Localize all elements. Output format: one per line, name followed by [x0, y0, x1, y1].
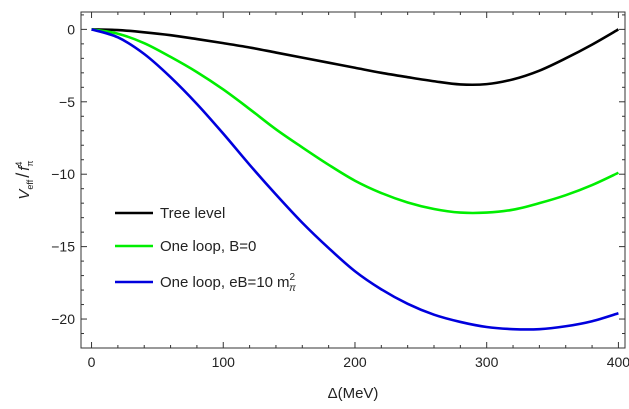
- y-tick-label: 0: [67, 21, 75, 37]
- legend-label-1: Tree level: [160, 205, 225, 222]
- series-line-3: [91, 28, 619, 331]
- y-axis-title-denom-sub: π: [25, 160, 35, 166]
- x-tick-label: 200: [343, 354, 367, 370]
- legend-label-3: One loop, eB=10 m2 π: [160, 272, 296, 294]
- series-line-2: [91, 28, 619, 215]
- y-axis-title-main-sub: eff: [25, 179, 35, 189]
- plot-frame: [80, 11, 626, 349]
- svg-text:Veff/f4π: Veff/ f4π: [13, 160, 35, 199]
- legend: Tree level One loop, B=0 One loop, eB=10 m2…: [115, 205, 296, 294]
- y-axis-title-denom: f: [16, 165, 33, 171]
- x-tick-label: 300: [475, 354, 499, 370]
- y-tick-label: −20: [51, 311, 75, 327]
- y-tick-label: −10: [51, 166, 75, 182]
- y-tick-label: −15: [51, 239, 75, 255]
- ticks-layer: 0 100 200 300 400 0 −5 −10 −15 −20: [51, 12, 629, 370]
- series-line-1: [91, 28, 620, 87]
- y-axis-title-denom-sup: 4: [14, 162, 24, 167]
- y-axis-title-main: V: [16, 188, 33, 200]
- y-tick-label: −5: [59, 94, 75, 110]
- x-tick-label: 100: [212, 354, 236, 370]
- legend-label-2: One loop, B=0: [160, 238, 256, 255]
- x-tick-label: 0: [88, 354, 96, 370]
- x-tick-label: 400: [607, 354, 629, 370]
- series-lines: [91, 28, 620, 331]
- y-axis-title: Veff/ f4π: [13, 160, 35, 199]
- x-axis-title: Δ(MeV): [328, 385, 379, 402]
- y-axis-title-slash: /: [13, 173, 33, 178]
